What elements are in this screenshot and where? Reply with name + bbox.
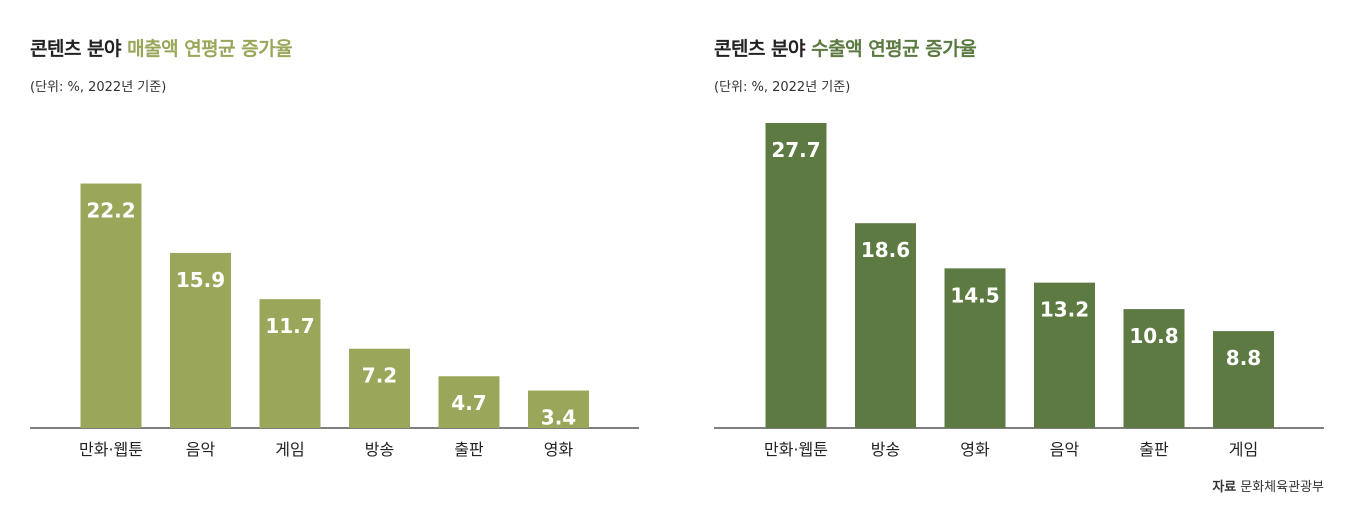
right-title-prefix: 콘텐츠 분야: [714, 38, 812, 60]
left-category-label-1: 만화·웹툰: [79, 440, 143, 459]
left-bar-4: [349, 348, 410, 428]
left-value-label-5: 4.7: [451, 391, 486, 415]
right-category-label-4: 음악: [1050, 440, 1080, 459]
right-value-label-2: 18.6: [861, 238, 910, 262]
left-value-label-4: 7.2: [362, 364, 397, 388]
left-category-label-4: 방송: [365, 440, 394, 459]
left-bar-chart: 22.2 만화·웹툰 15.9 음악 11.7 게임 7.2 방송 4.7 출판 3.4 영화: [30, 183, 639, 459]
right-value-label-3: 14.5: [950, 283, 999, 307]
right-value-label-4: 13.2: [1040, 298, 1089, 322]
right-bar-4: [1034, 282, 1095, 428]
left-category-label-3: 게임: [275, 440, 304, 459]
right-title-highlight: 수출액 연평균 증가율: [811, 38, 977, 60]
right-value-label-6: 8.8: [1226, 346, 1261, 370]
left-title-highlight: 매출액 연평균 증가율: [127, 38, 293, 60]
left-chart-panel: 콘텐츠 분야 매출액 연평균 증가율 (단위: %, 2022년 기준) 22.…: [30, 34, 639, 459]
right-category-label-2: 방송: [871, 440, 900, 459]
left-category-label-2: 음악: [186, 440, 216, 459]
source-label: 자료: [1212, 480, 1237, 495]
right-bar-2: [855, 223, 916, 428]
source-text: 문화체육관광부: [1240, 480, 1324, 495]
right-bar-5: [1123, 309, 1185, 428]
left-chart-title: 콘텐츠 분야 매출액 연평균 증가율: [30, 34, 293, 61]
left-bar-2: [170, 252, 231, 428]
left-category-label-5: 출판: [454, 440, 484, 459]
right-bar-1: [765, 123, 827, 428]
right-chart-panel: 콘텐츠 분야 수출액 연평균 증가율 (단위: %, 2022년 기준) 27.…: [676, 0, 1352, 515]
right-chart-title: 콘텐츠 분야 수출액 연평균 증가율: [714, 34, 977, 61]
left-bar-6: [528, 390, 589, 428]
right-category-label-5: 출판: [1139, 440, 1169, 459]
right-category-label-3: 영화: [960, 440, 990, 459]
left-category-label-6: 영화: [544, 440, 574, 459]
left-value-label-3: 11.7: [265, 314, 314, 338]
source-note: 자료 문화체육관광부: [1212, 476, 1324, 495]
right-category-label-1: 만화·웹툰: [764, 440, 828, 459]
left-bar-3: [259, 299, 321, 428]
left-unit-note: (단위: %, 2022년 기준): [30, 80, 167, 95]
right-category-label-6: 게임: [1229, 440, 1258, 459]
right-unit-note: (단위: %, 2022년 기준): [714, 80, 851, 95]
left-value-label-2: 15.9: [176, 268, 225, 292]
left-value-label-6: 3.4: [541, 406, 576, 430]
left-bar-5: [438, 376, 500, 428]
left-bar-1: [80, 183, 142, 428]
right-value-label-5: 10.8: [1129, 324, 1178, 348]
right-bar-6: [1213, 331, 1274, 428]
right-bar-3: [944, 268, 1006, 428]
right-value-label-1: 27.7: [771, 138, 820, 162]
right-bar-chart: 27.7 만화·웹툰 18.6 방송 14.5 영화 13.2 음악 10.8 출판 8.8 게임: [714, 123, 1324, 459]
left-value-label-1: 22.2: [86, 199, 135, 223]
left-title-prefix: 콘텐츠 분야: [30, 38, 128, 60]
